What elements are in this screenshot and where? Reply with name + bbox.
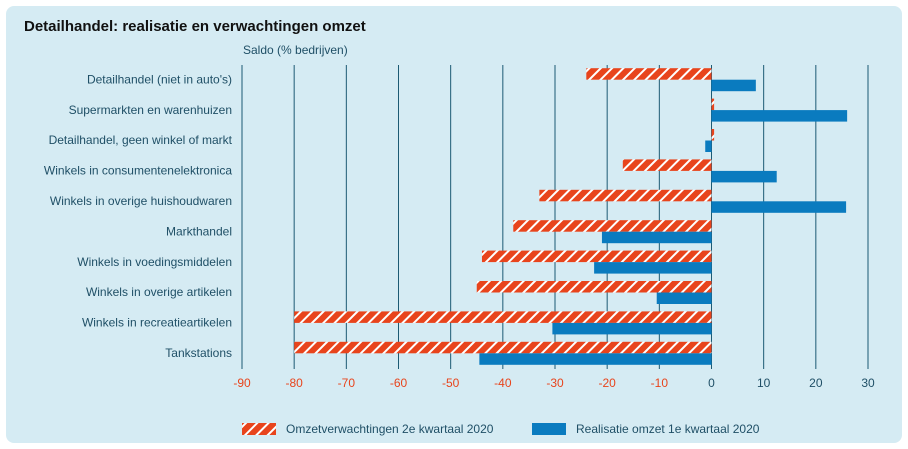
bar xyxy=(552,322,712,335)
bar xyxy=(594,262,712,274)
x-tick-label: -50 xyxy=(442,376,460,390)
bar xyxy=(586,68,712,80)
y-tick-label: Winkels in voedingsmiddelen xyxy=(77,255,232,269)
x-tick-label: 20 xyxy=(809,376,823,390)
legend-swatch xyxy=(242,423,276,435)
x-tick-label: -10 xyxy=(651,376,669,390)
x-tick-label: -70 xyxy=(338,376,356,390)
y-tick-label: Markthandel xyxy=(166,224,232,238)
bar xyxy=(294,311,712,323)
bar xyxy=(476,281,712,293)
x-tick-label: -80 xyxy=(285,376,303,390)
y-tick-label: Detailhandel, geen winkel of markt xyxy=(49,133,233,147)
x-tick-label: -30 xyxy=(546,376,564,390)
bar xyxy=(539,189,712,202)
bar xyxy=(294,341,712,354)
bar xyxy=(656,292,712,304)
x-tick-label: 30 xyxy=(861,376,875,390)
legend-swatch xyxy=(532,423,566,435)
y-tick-label: Supermarkten en warenhuizen xyxy=(69,103,232,117)
bar xyxy=(481,250,712,263)
bar xyxy=(711,170,777,183)
bar xyxy=(622,159,712,171)
bar xyxy=(711,201,847,213)
y-tick-label: Winkels in consumentenelektronica xyxy=(44,164,232,178)
y-tick-label: Winkels in overige huishoudwaren xyxy=(50,194,232,208)
x-axis-label: Saldo (% bedrijven) xyxy=(243,43,348,57)
chart-title: Detailhandel: realisatie en verwachtinge… xyxy=(24,18,366,35)
y-tick-label: Tankstations xyxy=(165,346,232,360)
x-tick-label: -90 xyxy=(233,376,251,390)
y-tick-label: Winkels in recreatieartikelen xyxy=(82,316,232,330)
bar xyxy=(711,79,756,92)
x-tick-label: -20 xyxy=(598,376,616,390)
bar xyxy=(711,129,715,141)
x-tick-label: -60 xyxy=(390,376,408,390)
bar xyxy=(479,353,712,365)
bar xyxy=(711,98,715,111)
bar xyxy=(705,140,712,152)
legend-label: Omzetverwachtingen 2e kwartaal 2020 xyxy=(286,422,494,436)
legend-label: Realisatie omzet 1e kwartaal 2020 xyxy=(576,422,760,436)
bar xyxy=(601,231,712,244)
x-tick-label: -40 xyxy=(494,376,512,390)
y-tick-label: Winkels in overige artikelen xyxy=(86,285,232,299)
y-tick-label: Detailhandel (niet in auto's) xyxy=(87,72,232,86)
bar xyxy=(513,220,712,232)
x-tick-label: 10 xyxy=(757,376,771,390)
bar xyxy=(711,110,848,122)
x-tick-label: 0 xyxy=(708,376,715,390)
